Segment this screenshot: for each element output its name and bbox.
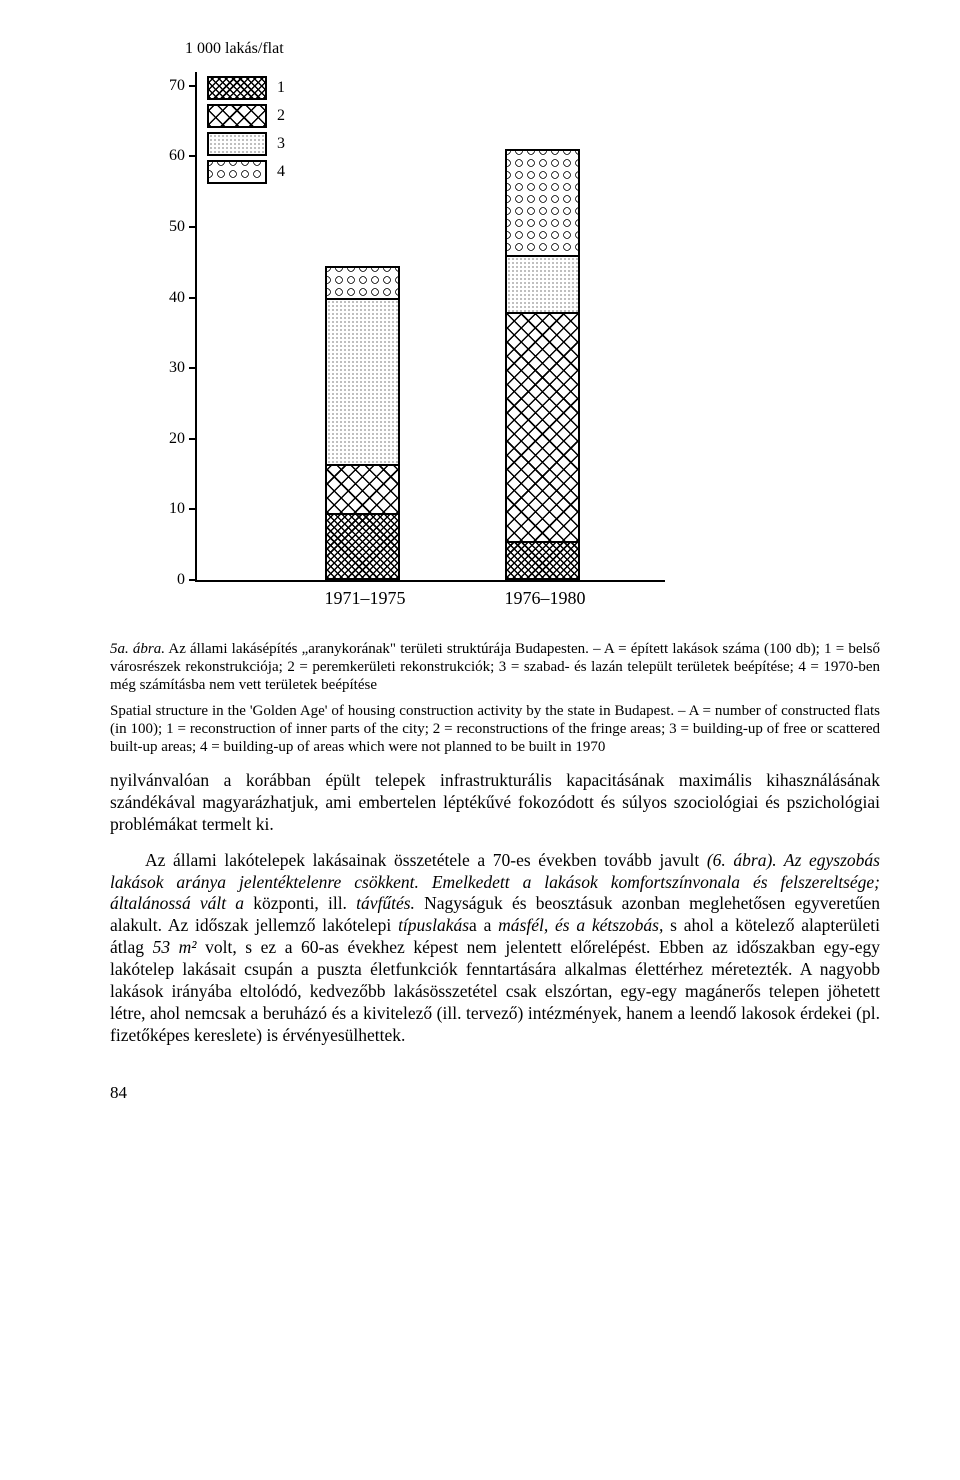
y-axis-title: 1 000 lakás/flat (185, 40, 284, 58)
y-tick-label: 50 (169, 218, 185, 236)
bar-segment (325, 298, 400, 464)
bar-segment (325, 266, 400, 298)
p2-em2: távfűtés. (356, 893, 415, 913)
legend-swatch (207, 104, 267, 128)
figure-caption-hu: 5a. ábra. Az állami lakásépítés „aranyko… (110, 640, 880, 694)
y-tick-mark (189, 508, 197, 510)
y-tick-label: 20 (169, 430, 185, 448)
page-number: 84 (110, 1083, 880, 1103)
paragraph-2: Az állami lakótelepek lakásainak összeté… (110, 850, 880, 1047)
y-tick-label: 30 (169, 359, 185, 377)
y-tick-mark (189, 438, 197, 440)
legend: 1 2 3 4 (207, 76, 285, 188)
legend-item: 2 (207, 104, 285, 128)
legend-label: 1 (277, 79, 285, 97)
p2-a: Az állami lakótelepek lakásainak összeté… (145, 850, 707, 870)
stacked-bar-chart: 1 000 lakás/flat 0 10 20 30 40 50 60 70 1 2 3 4 19… (140, 40, 690, 610)
bar-segment (505, 312, 580, 541)
bar (325, 266, 400, 580)
p2-f: volt, s ez a 60-as évekhez képest nem je… (110, 937, 880, 1045)
legend-label: 3 (277, 135, 285, 153)
y-tick-label: 60 (169, 147, 185, 165)
legend-swatch (207, 132, 267, 156)
p2-b: központi, ill. (253, 893, 356, 913)
y-tick-label: 70 (169, 77, 185, 95)
p2-em4: másfél, és a kétszobás, (498, 915, 663, 935)
legend-item: 4 (207, 160, 285, 184)
paragraph-1: nyilvánvalóan a korábban épült telepek i… (110, 770, 880, 836)
legend-label: 4 (277, 163, 285, 181)
bar-segment (505, 541, 580, 580)
bar-segment (505, 255, 580, 311)
y-axis (195, 72, 197, 582)
bar-segment (325, 464, 400, 513)
caption-hu-text: Az állami lakásépítés „aranykorának" ter… (110, 641, 880, 693)
p2-d: a a (469, 915, 498, 935)
y-tick-label: 0 (177, 571, 185, 589)
legend-item: 3 (207, 132, 285, 156)
y-tick-mark (189, 85, 197, 87)
x-category-label: 1976–1980 (505, 588, 586, 609)
y-tick-label: 40 (169, 289, 185, 307)
legend-swatch (207, 76, 267, 100)
legend-label: 2 (277, 107, 285, 125)
p2-em3: típuslakás (398, 915, 469, 935)
bar-segment (325, 513, 400, 580)
figure-label: 5a. ábra. (110, 641, 165, 657)
y-tick-mark (189, 155, 197, 157)
p2-em5: 53 m² (153, 937, 197, 957)
bar-segment (505, 149, 580, 255)
y-tick-mark (189, 579, 197, 581)
x-axis (195, 580, 665, 582)
figure-caption-en: Spatial structure in the 'Golden Age' of… (110, 702, 880, 756)
legend-swatch (207, 160, 267, 184)
y-tick-mark (189, 367, 197, 369)
x-category-label: 1971–1975 (325, 588, 406, 609)
y-tick-mark (189, 226, 197, 228)
bar (505, 149, 580, 580)
y-tick-mark (189, 297, 197, 299)
y-tick-label: 10 (169, 500, 185, 518)
legend-item: 1 (207, 76, 285, 100)
